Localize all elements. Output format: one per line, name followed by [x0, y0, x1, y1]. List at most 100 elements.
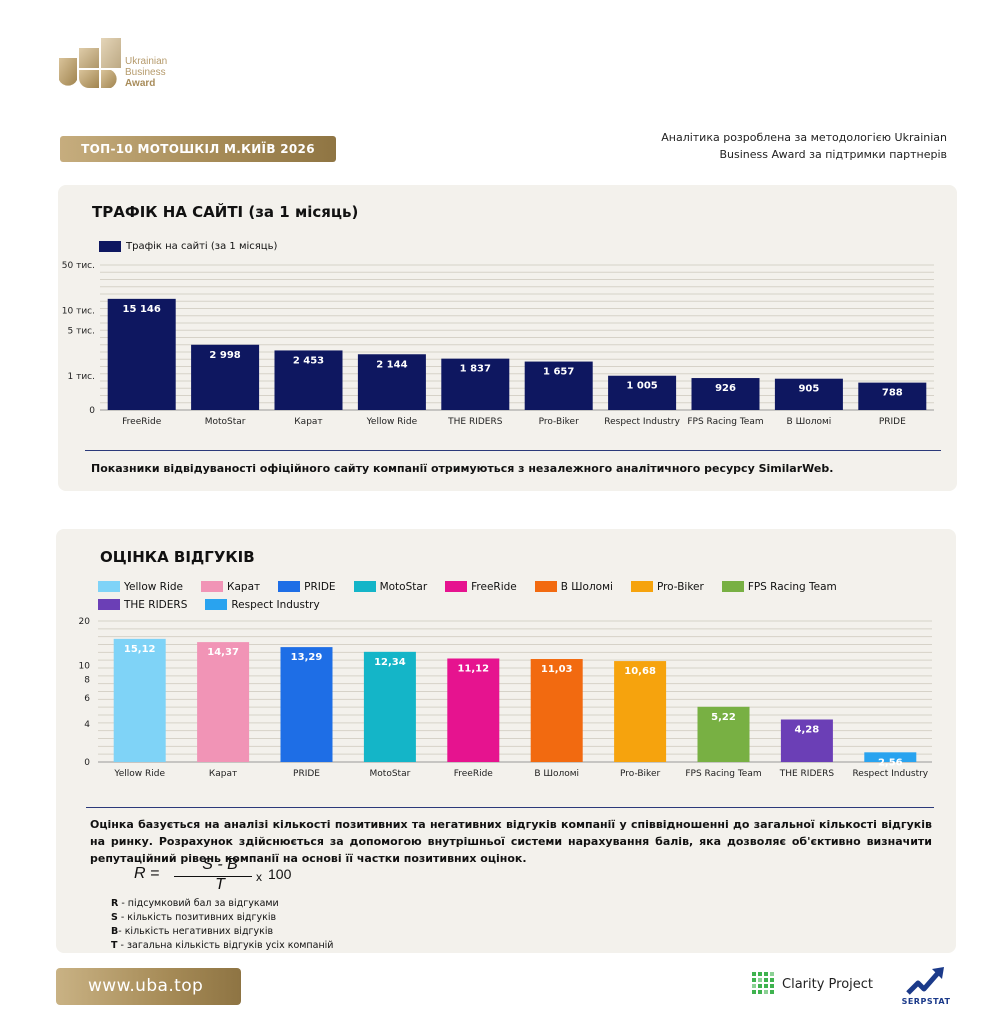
- website-link-button[interactable]: www.uba.top: [56, 968, 241, 1005]
- legend-swatch: [534, 581, 557, 592]
- x-tick-label: FreeRide: [122, 417, 162, 427]
- bar-value-label: 5,22: [711, 712, 736, 723]
- x-tick-label: Respect Industry: [604, 417, 680, 427]
- bar-respect-industry: [608, 375, 677, 410]
- uba-logo-mark: [59, 38, 121, 88]
- legend-label: Карат: [227, 580, 261, 593]
- bar-value-label: 15,12: [124, 644, 156, 655]
- logo-line-3: Award: [125, 78, 156, 89]
- x-tick-label: MotoStar: [370, 769, 411, 779]
- bar-value-label: 15 146: [123, 304, 161, 315]
- bar-freeride: [107, 298, 176, 410]
- definition-b: B- кількість негативних відгуків: [111, 926, 274, 937]
- bar-в-шоломі: [774, 378, 843, 410]
- x-tick-label: Yellow Ride: [366, 417, 418, 427]
- bar-value-label: 1 657: [543, 367, 574, 378]
- x-tick-label: В Шоломі: [534, 769, 579, 779]
- legend-label: В Шоломі: [560, 580, 613, 593]
- bar-freeride: [447, 658, 500, 762]
- formula-numerator: S - B: [202, 856, 238, 873]
- bar-value-label: 1 005: [626, 381, 657, 392]
- clarity-project-logo: Clarity Project: [752, 972, 892, 1000]
- reviews-chart-title: ОЦІНКА ВІДГУКІВ: [100, 548, 255, 566]
- bar-yellow-ride: [357, 354, 426, 410]
- legend-swatch: [353, 581, 376, 592]
- y-tick-label: 0: [84, 758, 90, 768]
- bar-value-label: 10,68: [624, 666, 656, 677]
- y-tick-label: 5 тис.: [68, 326, 96, 336]
- legend-item-pro-biker: Pro-Biker: [630, 580, 704, 593]
- formula-fraction-line: [174, 876, 252, 877]
- traffic-panel: ТРАФІК НА САЙТІ (за 1 місяць) Трафік на …: [58, 185, 957, 491]
- x-tick-label: Respect Industry: [852, 769, 928, 779]
- y-tick-label: 10 тис.: [62, 307, 95, 317]
- bar-pride: [280, 647, 333, 762]
- x-tick-label: В Шоломі: [787, 417, 832, 427]
- bar-motostar: [363, 651, 416, 762]
- legend-item-в-шоломі: В Шоломі: [534, 580, 613, 593]
- logo-line-2: Business: [125, 67, 166, 78]
- traffic-legend: Трафік на сайті (за 1 місяць): [99, 241, 277, 252]
- definition-s: S - кількість позитивних відгуків: [111, 912, 277, 923]
- x-tick-label: FreeRide: [454, 769, 494, 779]
- bar-respect-industry: [864, 752, 917, 762]
- x-tick-label: PRIDE: [879, 417, 906, 427]
- logo-line-1: Ukrainian: [125, 56, 168, 67]
- y-tick-label: 4: [84, 720, 90, 730]
- bar-the-riders: [780, 719, 833, 762]
- definition-t: T - загальна кількість відгуків усіх ком…: [111, 940, 334, 951]
- legend-item-pride: PRIDE: [278, 580, 336, 593]
- clarity-project-label: Clarity Project: [782, 977, 874, 992]
- legend-label: Yellow Ride: [124, 580, 184, 593]
- legend-item-yellow-ride: Yellow Ride: [98, 580, 183, 593]
- x-tick-label: THE RIDERS: [779, 769, 835, 779]
- legend-swatch: [98, 599, 120, 610]
- traffic-divider: [85, 450, 941, 451]
- legend-swatch: [98, 581, 120, 592]
- bar-pride: [858, 382, 927, 410]
- x-tick-label: Карат: [209, 769, 237, 779]
- y-tick-label: 50 тис.: [62, 261, 95, 271]
- reviews-divider: [86, 807, 934, 808]
- bar-fps-racing-team: [691, 378, 760, 410]
- bar-value-label: 926: [715, 383, 736, 394]
- x-tick-label: Pro-Biker: [539, 417, 579, 427]
- legend-item-карат: Карат: [201, 580, 260, 593]
- bar-карат: [197, 642, 250, 762]
- formula-factor: 100: [268, 866, 292, 882]
- x-tick-label: FPS Racing Team: [685, 769, 761, 779]
- legend-swatch: [630, 581, 653, 592]
- formula-lhs: R =: [134, 865, 160, 882]
- x-tick-label: PRIDE: [293, 769, 320, 779]
- x-tick-label: Карат: [294, 417, 322, 427]
- definition-r: R - підсумковий бал за відгуками: [111, 898, 279, 909]
- formula-definitions: R - підсумковий бал за відгуками S - кіл…: [111, 897, 333, 953]
- bar-the-riders: [441, 358, 510, 410]
- legend-label: Pro-Biker: [656, 580, 704, 593]
- serpstat-arrow-icon: [906, 967, 944, 995]
- bar-value-label: 2 144: [376, 359, 407, 370]
- traffic-source-note: Показники відвідуваності офіційного сайт…: [91, 462, 834, 475]
- y-tick-label: 6: [84, 694, 90, 704]
- legend-label: FPS Racing Team: [747, 580, 837, 593]
- bar-value-label: 4,28: [795, 724, 820, 735]
- y-tick-label: 20: [79, 617, 91, 627]
- x-tick-label: MotoStar: [205, 417, 246, 427]
- bar-yellow-ride: [113, 638, 166, 762]
- x-tick-label: THE RIDERS: [447, 417, 503, 427]
- legend-label: MotoStar: [379, 580, 428, 593]
- legend-item-fps-racing-team: FPS Racing Team: [721, 580, 837, 593]
- methodology-note: Аналітика розроблена за методологією Ukr…: [661, 131, 947, 161]
- bar-value-label: 2 453: [293, 355, 324, 366]
- reviews-panel: ОЦІНКА ВІДГУКІВ Yellow Ride Карат PRIDE Mot…: [56, 529, 956, 953]
- formula-multiplier: x: [256, 870, 262, 884]
- bar-pro-biker: [524, 361, 593, 410]
- bar-pro-biker: [614, 661, 667, 762]
- y-tick-label: 10: [79, 661, 91, 671]
- bar-в-шоломі: [530, 659, 583, 762]
- reviews-method-paragraph: Оцінка базується на аналізі кількості по…: [90, 818, 932, 865]
- bar-value-label: 788: [882, 388, 903, 399]
- bar-value-label: 13,29: [291, 652, 323, 663]
- traffic-chart-title: ТРАФІК НА САЙТІ (за 1 місяць): [92, 203, 359, 221]
- legend-swatch: [205, 599, 228, 610]
